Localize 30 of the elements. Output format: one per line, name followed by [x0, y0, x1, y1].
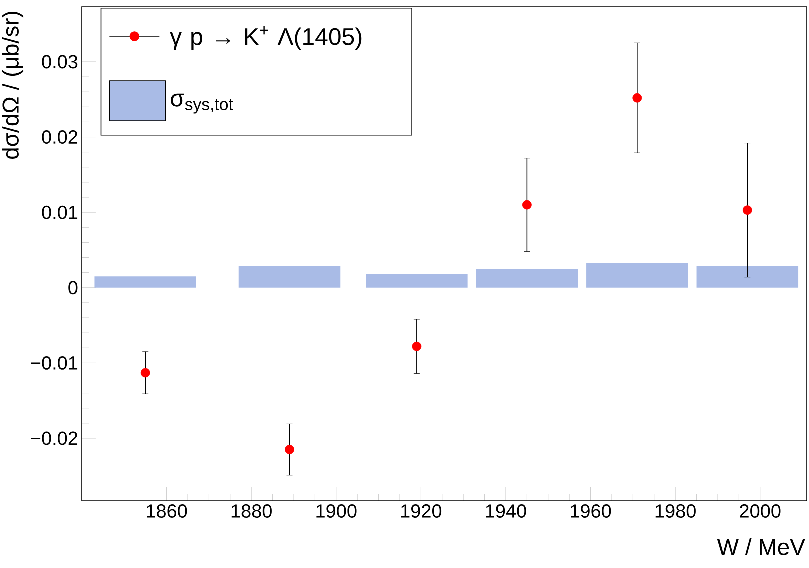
bar — [476, 269, 578, 288]
bar — [366, 274, 468, 288]
point — [285, 445, 294, 454]
x-tick-label: 1900 — [316, 504, 357, 518]
x-tick-label: 1960 — [571, 504, 612, 518]
y-tick-label: 0 — [68, 281, 78, 295]
y-axis-title: dσ/dΩ / (μb/sr) — [2, 12, 24, 159]
y-tick-label: 0.01 — [42, 206, 78, 220]
x-axis-title: W / MeV — [717, 538, 806, 556]
bar — [696, 266, 799, 288]
x-tick-label: 1980 — [656, 504, 696, 518]
y-tick-label: −0.01 — [31, 356, 78, 370]
x-tick-label: 1920 — [401, 504, 442, 518]
bar — [238, 266, 341, 288]
x-tick-label: 1940 — [486, 504, 526, 518]
point — [522, 200, 532, 210]
y-tick-label: −0.02 — [31, 432, 78, 446]
legend-label: σ$_{sys,tot}$ — [171, 94, 234, 114]
legend-label: γ p → K$^{+}$ Λ(1405) — [170, 26, 362, 50]
point — [412, 342, 422, 352]
x-tick-label: 1860 — [147, 504, 188, 518]
point — [632, 93, 642, 103]
point — [742, 206, 752, 216]
point — [140, 368, 150, 378]
bar — [586, 263, 688, 288]
y-tick-label: 0.02 — [42, 130, 78, 144]
bar — [94, 276, 196, 288]
y-tick-label: 0.03 — [42, 55, 78, 69]
x-tick-label: 2000 — [740, 504, 781, 518]
x-tick-label: 1880 — [232, 504, 272, 518]
